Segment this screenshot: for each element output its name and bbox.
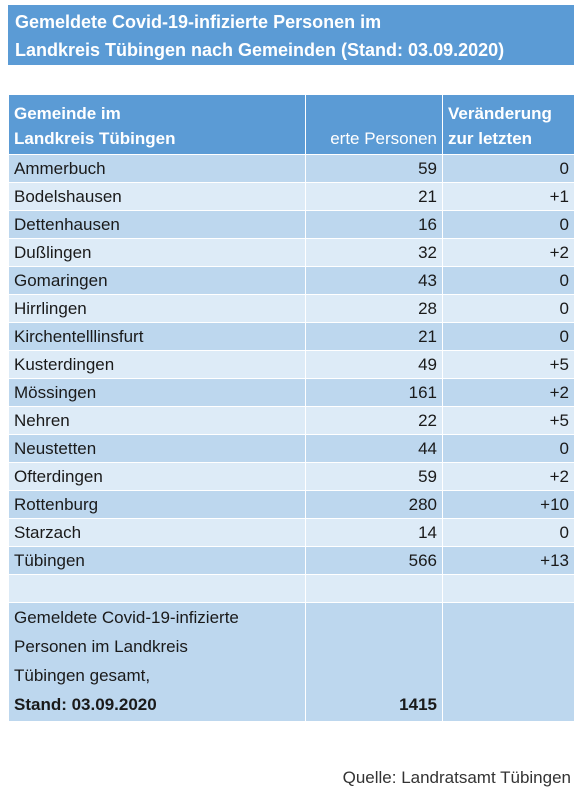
cell-gemeinde: Bodelshausen (8, 182, 306, 211)
spacer-cell (8, 574, 306, 603)
table-body: Ammerbuch 59 0 Bodelshausen 21 +1 Dettenhausen… (8, 154, 575, 722)
spacer-row (8, 574, 575, 603)
source-note: Quelle: Landratsamt Tübingen (342, 768, 571, 787)
cell-gemeinde: Nehren (8, 406, 306, 435)
cell-personen: 43 (305, 266, 443, 295)
total-row: Gemeldete Covid-19-infizierte Personen im… (8, 602, 575, 722)
header-gemeinde-line-1: Gemeinde im (14, 104, 121, 123)
header-gemeinde-line-2: Landkreis Tübingen (14, 129, 176, 148)
cell-veraenderung: +2 (442, 462, 575, 491)
table-row: Starzach 14 0 (8, 518, 575, 547)
cell-gemeinde: Kusterdingen (8, 350, 306, 379)
spacer-cell (305, 574, 443, 603)
cell-veraenderung: 0 (442, 322, 575, 351)
table-row: Kirchentelllinsfurt 21 0 (8, 322, 575, 351)
cell-gemeinde: Dettenhausen (8, 210, 306, 239)
header-gemeinde: Gemeinde im Landkreis Tübingen (8, 94, 306, 155)
table-row: Rottenburg 280 +10 (8, 490, 575, 519)
cell-gemeinde: Hirrlingen (8, 294, 306, 323)
covid-cases-table: Gemeinde im Landkreis Tübingen erte Pers… (8, 94, 575, 722)
total-label-line: Gemeldete Covid-19-infizierte (14, 608, 239, 627)
table-row: Ammerbuch 59 0 (8, 154, 575, 183)
total-label: Gemeldete Covid-19-infizierte Personen im… (8, 602, 306, 722)
cell-veraenderung: 0 (442, 518, 575, 547)
cell-veraenderung: 0 (442, 266, 575, 295)
cell-gemeinde: Kirchentelllinsfurt (8, 322, 306, 351)
total-label-line: Tübingen gesamt, (14, 666, 151, 685)
cell-personen: 16 (305, 210, 443, 239)
cell-personen: 21 (305, 182, 443, 211)
table-row: Hirrlingen 28 0 (8, 294, 575, 323)
cell-veraenderung: +5 (442, 406, 575, 435)
table-row: Gomaringen 43 0 (8, 266, 575, 295)
table-row: Dußlingen 32 +2 (8, 238, 575, 267)
cell-personen: 14 (305, 518, 443, 547)
cell-veraenderung: +2 (442, 238, 575, 267)
header-veraenderung-line-2: zur letzten (448, 129, 533, 148)
cell-veraenderung: 0 (442, 154, 575, 183)
cell-veraenderung: 0 (442, 434, 575, 463)
cell-veraenderung: +5 (442, 350, 575, 379)
spacer-cell (442, 574, 575, 603)
cell-veraenderung: +2 (442, 378, 575, 407)
cell-gemeinde: Ofterdingen (8, 462, 306, 491)
total-label-line: Personen im Landkreis (14, 637, 188, 656)
header-veraenderung: Veränderung zur letzten (442, 94, 575, 155)
total-veraenderung-empty (442, 602, 575, 722)
cell-gemeinde: Rottenburg (8, 490, 306, 519)
cell-veraenderung: 0 (442, 294, 575, 323)
table-row: Neustetten 44 0 (8, 434, 575, 463)
cell-veraenderung: +13 (442, 546, 575, 575)
cell-personen: 161 (305, 378, 443, 407)
header-personen: erte Personen (305, 94, 443, 155)
cell-personen: 21 (305, 322, 443, 351)
header-personen-label: erte Personen (330, 129, 437, 148)
total-value: 1415 (305, 602, 443, 722)
cell-personen: 566 (305, 546, 443, 575)
title-line-1: Gemeldete Covid-19-infizierte Personen i… (15, 12, 382, 32)
table-row: Kusterdingen 49 +5 (8, 350, 575, 379)
cell-personen: 59 (305, 154, 443, 183)
cell-gemeinde: Starzach (8, 518, 306, 547)
total-stand: Stand: 03.09.2020 (14, 695, 157, 714)
cell-gemeinde: Neustetten (8, 434, 306, 463)
table-title: Gemeldete Covid-19-infizierte Personen i… (8, 5, 574, 65)
cell-veraenderung: +10 (442, 490, 575, 519)
cell-veraenderung: 0 (442, 210, 575, 239)
cell-gemeinde: Tübingen (8, 546, 306, 575)
table-row: Bodelshausen 21 +1 (8, 182, 575, 211)
title-line-2: Landkreis Tübingen nach Gemeinden (Stand… (15, 40, 505, 60)
cell-personen: 22 (305, 406, 443, 435)
cell-gemeinde: Mössingen (8, 378, 306, 407)
cell-personen: 44 (305, 434, 443, 463)
table-row: Dettenhausen 16 0 (8, 210, 575, 239)
header-veraenderung-line-1: Veränderung (448, 104, 552, 123)
cell-gemeinde: Dußlingen (8, 238, 306, 267)
cell-veraenderung: +1 (442, 182, 575, 211)
cell-personen: 59 (305, 462, 443, 491)
table-row: Nehren 22 +5 (8, 406, 575, 435)
table-row: Tübingen 566 +13 (8, 546, 575, 575)
cell-personen: 32 (305, 238, 443, 267)
table-row: Mössingen 161 +2 (8, 378, 575, 407)
cell-gemeinde: Gomaringen (8, 266, 306, 295)
cell-personen: 28 (305, 294, 443, 323)
cell-personen: 49 (305, 350, 443, 379)
cell-gemeinde: Ammerbuch (8, 154, 306, 183)
table-row: Ofterdingen 59 +2 (8, 462, 575, 491)
cell-personen: 280 (305, 490, 443, 519)
table-header-row: Gemeinde im Landkreis Tübingen erte Pers… (8, 94, 575, 155)
